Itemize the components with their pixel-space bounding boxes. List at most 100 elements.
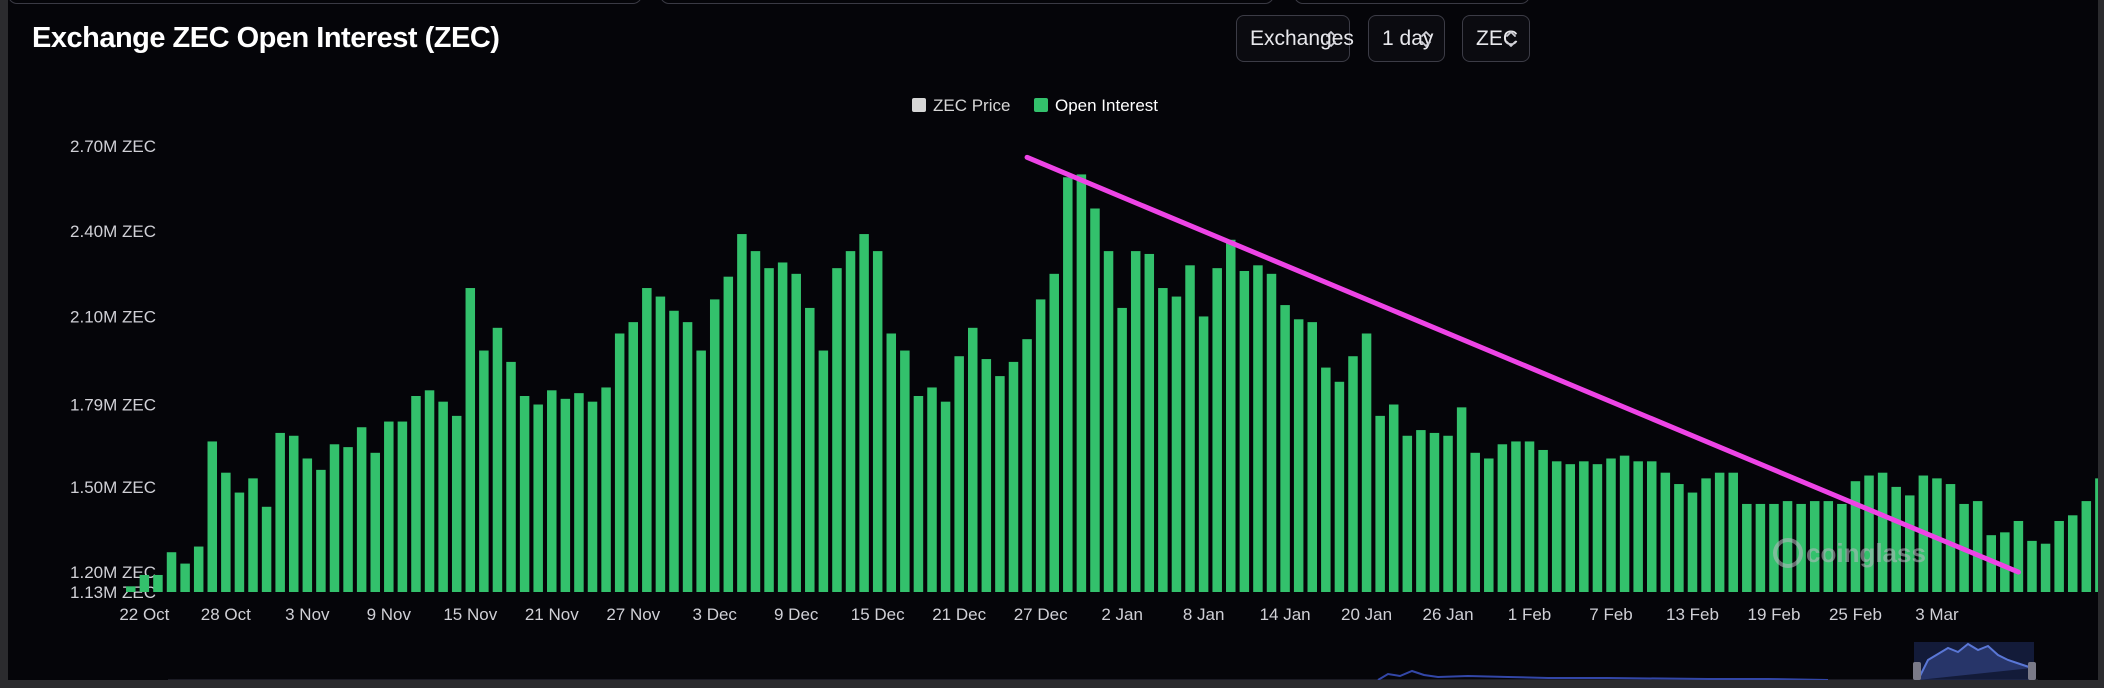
bar[interactable] bbox=[1076, 174, 1087, 592]
bar[interactable] bbox=[1524, 441, 1535, 592]
bar[interactable] bbox=[628, 322, 639, 592]
bar[interactable] bbox=[872, 251, 883, 593]
navigator-handle-left[interactable] bbox=[1913, 662, 1921, 680]
bar[interactable] bbox=[519, 395, 530, 592]
bar[interactable] bbox=[126, 586, 136, 592]
bar[interactable] bbox=[1660, 472, 1671, 592]
bar[interactable] bbox=[1144, 253, 1155, 592]
bar[interactable] bbox=[1972, 501, 1983, 592]
navigator-handle-right[interactable] bbox=[2028, 662, 2036, 680]
range-navigator[interactable] bbox=[168, 642, 2038, 680]
bar[interactable] bbox=[1035, 299, 1046, 592]
bar[interactable] bbox=[1619, 455, 1630, 592]
bar[interactable] bbox=[1321, 367, 1331, 592]
bar[interactable] bbox=[180, 563, 190, 592]
bar[interactable] bbox=[506, 361, 516, 592]
bar[interactable] bbox=[1687, 492, 1698, 592]
bar[interactable] bbox=[954, 356, 964, 592]
bar[interactable] bbox=[995, 376, 1005, 592]
bar[interactable] bbox=[289, 435, 299, 592]
bar[interactable] bbox=[642, 288, 652, 592]
bar[interactable] bbox=[1674, 484, 1684, 592]
bar[interactable] bbox=[2081, 501, 2092, 592]
bar[interactable] bbox=[465, 288, 476, 592]
bar[interactable] bbox=[479, 350, 489, 592]
bar[interactable] bbox=[1049, 273, 1059, 592]
bar[interactable] bbox=[1226, 239, 1236, 592]
bar[interactable] bbox=[709, 299, 720, 592]
bar[interactable] bbox=[492, 327, 503, 592]
bar[interactable] bbox=[1334, 381, 1345, 592]
bar[interactable] bbox=[1388, 404, 1399, 592]
bar[interactable] bbox=[451, 415, 462, 592]
bar[interactable] bbox=[1429, 432, 1440, 592]
bar[interactable] bbox=[1416, 430, 1426, 592]
bar[interactable] bbox=[1239, 270, 1250, 592]
bar[interactable] bbox=[1348, 356, 1358, 592]
bar[interactable] bbox=[1579, 461, 1589, 592]
bar[interactable] bbox=[1063, 177, 1073, 592]
bar[interactable] bbox=[1647, 461, 1657, 592]
bar[interactable] bbox=[1538, 449, 1548, 592]
bar[interactable] bbox=[805, 307, 815, 592]
bar[interactable] bbox=[221, 472, 231, 592]
bar[interactable] bbox=[343, 447, 353, 592]
bar[interactable] bbox=[316, 469, 326, 592]
bar[interactable] bbox=[166, 552, 177, 592]
bar[interactable] bbox=[1809, 501, 1820, 592]
bar[interactable] bbox=[574, 393, 584, 592]
bar[interactable] bbox=[900, 350, 910, 592]
bar[interactable] bbox=[1714, 472, 1725, 592]
bar[interactable] bbox=[845, 251, 856, 593]
bar[interactable] bbox=[1375, 415, 1385, 592]
bar[interactable] bbox=[587, 401, 598, 592]
bar[interactable] bbox=[1470, 452, 1480, 592]
bar[interactable] bbox=[2013, 520, 2024, 592]
bar[interactable] bbox=[384, 421, 394, 592]
bar[interactable] bbox=[1728, 472, 1738, 592]
bar[interactable] bbox=[1293, 319, 1304, 592]
bar[interactable] bbox=[1171, 296, 1182, 592]
bar[interactable] bbox=[601, 387, 611, 592]
bar[interactable] bbox=[207, 441, 218, 592]
bar[interactable] bbox=[1823, 501, 1834, 592]
legend-item-open-interest[interactable]: Open Interest bbox=[1034, 96, 1158, 115]
bar[interactable] bbox=[1742, 503, 1752, 592]
bar[interactable] bbox=[1130, 251, 1141, 593]
bar[interactable] bbox=[913, 395, 924, 592]
bar[interactable] bbox=[1606, 458, 1616, 592]
bar[interactable] bbox=[438, 401, 448, 592]
bar[interactable] bbox=[791, 273, 801, 592]
bar[interactable] bbox=[302, 458, 313, 592]
bar[interactable] bbox=[1864, 475, 1874, 592]
bar[interactable] bbox=[1484, 458, 1494, 592]
bar[interactable] bbox=[818, 350, 829, 592]
bar[interactable] bbox=[927, 387, 937, 592]
bar[interactable] bbox=[1633, 461, 1643, 592]
bar[interactable] bbox=[1266, 273, 1277, 592]
bar[interactable] bbox=[2000, 532, 2010, 592]
bar[interactable] bbox=[968, 327, 978, 592]
bar[interactable] bbox=[1905, 495, 1915, 592]
bar[interactable] bbox=[1837, 503, 1847, 592]
bar[interactable] bbox=[696, 350, 706, 592]
bar[interactable] bbox=[1456, 407, 1467, 592]
bar[interactable] bbox=[1782, 501, 1793, 592]
bar[interactable] bbox=[533, 404, 543, 592]
bar[interactable] bbox=[234, 492, 245, 592]
bar[interactable] bbox=[1280, 305, 1290, 592]
bar[interactable] bbox=[356, 427, 367, 592]
bar[interactable] bbox=[1361, 333, 1372, 592]
bar[interactable] bbox=[1158, 288, 1168, 592]
bar[interactable] bbox=[370, 452, 380, 592]
bar[interactable] bbox=[1932, 478, 1942, 592]
bar[interactable] bbox=[547, 390, 557, 592]
bar[interactable] bbox=[560, 398, 571, 592]
bar[interactable] bbox=[1986, 535, 1997, 592]
interval-select[interactable]: 1 day bbox=[1368, 15, 1445, 62]
bar[interactable] bbox=[669, 310, 679, 592]
bar[interactable] bbox=[614, 333, 625, 592]
bar[interactable] bbox=[1755, 503, 1766, 592]
bar[interactable] bbox=[1212, 268, 1222, 592]
bar[interactable] bbox=[193, 546, 204, 592]
